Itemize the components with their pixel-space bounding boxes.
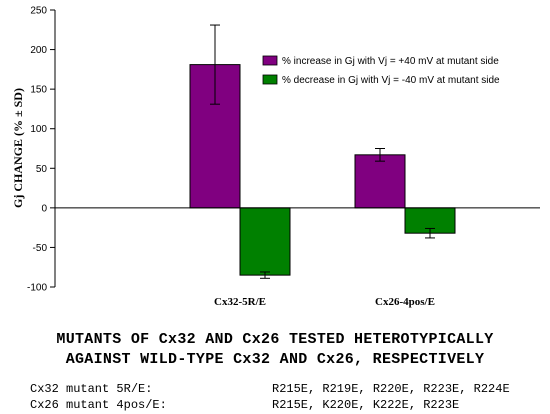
y-axis-label: Gj CHANGE (% ± SD) <box>11 88 25 208</box>
caption-line-2: AGAINST WILD-TYPE Cx32 AND Cx26, RESPECT… <box>65 351 485 368</box>
error-bars <box>210 24 435 279</box>
bar-decrease-0 <box>239 207 291 276</box>
legend-label: % decrease in Gj with Vj = -40 mV at mut… <box>282 75 500 86</box>
y-tick-label: -100 <box>27 283 47 294</box>
y-tick-label: 50 <box>36 164 48 175</box>
caption-line-1: MUTANTS OF Cx32 AND Cx26 TESTED HETEROTY… <box>56 331 494 348</box>
legend: % increase in Gj with Vj = +40 mV at mut… <box>262 55 500 86</box>
x-category-labels: Cx32-5R/E Cx26-4pos/E <box>214 296 435 308</box>
y-axis: -100 -50 0 50 100 150 200 250 <box>27 6 56 294</box>
mutant-label-cx32: Cx32 mutant 5R/E: <box>30 382 153 396</box>
x-category-label: Cx32-5R/E <box>214 296 266 308</box>
x-category-label: Cx26-4pos/E <box>375 296 435 308</box>
bar-increase-1 <box>354 154 406 209</box>
y-tick-label: 0 <box>41 203 47 214</box>
y-tick-label: 250 <box>30 6 47 17</box>
mutant-residues-cx32: R215E, R219E, R220E, R223E, R224E <box>272 382 510 396</box>
legend-swatch <box>262 74 278 85</box>
legend-swatch <box>262 55 278 66</box>
y-tick-label: 100 <box>30 124 47 135</box>
y-tick-label: 150 <box>30 85 47 96</box>
bars <box>189 64 456 276</box>
y-tick-label: 200 <box>30 45 47 56</box>
mutant-residues-cx26: R215E, K220E, K222E, R223E <box>272 398 460 412</box>
bar-chart: -100 -50 0 50 100 150 200 250 Cx32-5R/E Cx26-4po… <box>11 6 540 308</box>
y-tick-label: -50 <box>33 243 48 254</box>
mutant-label-cx26: Cx26 mutant 4pos/E: <box>30 398 167 412</box>
legend-label: % increase in Gj with Vj = +40 mV at mut… <box>282 56 499 67</box>
